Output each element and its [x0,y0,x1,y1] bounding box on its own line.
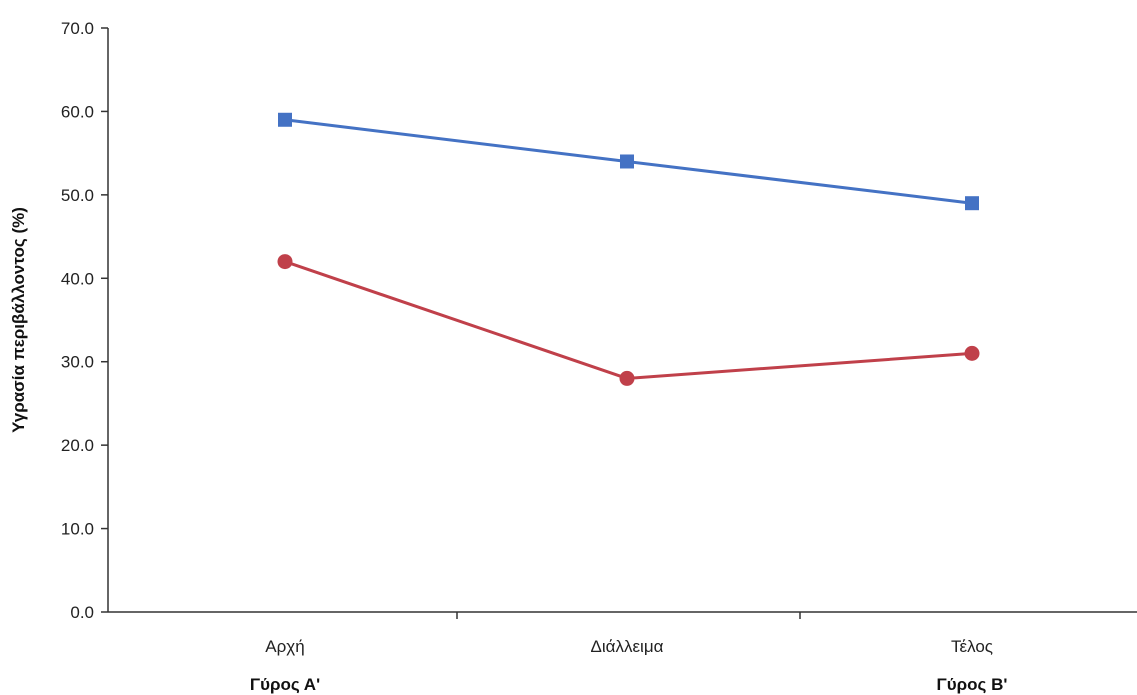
y-tick-label: 10.0 [61,520,94,539]
data-point [277,254,293,270]
series-1 [278,112,979,211]
y-tick-label: 0.0 [70,603,94,622]
data-point [619,370,635,386]
y-axis-title: Υγρασία περιβάλλοντος (%) [9,207,28,433]
x-ticks: Αρχή Γύρος Α' Διάλλειμα Τέλος Γύρος Β' [250,612,1008,694]
y-tick-label: 70.0 [61,19,94,38]
series-2 [277,254,980,386]
series-line [284,260,973,380]
data-point [964,345,980,361]
y-tick-label: 60.0 [61,102,94,121]
data-point [620,154,634,169]
x-category-label: Τέλος [951,637,993,656]
x-category-label: Διάλλειμα [591,637,664,656]
x-category-sublabel: Γύρος Α' [250,675,320,694]
data-point [278,112,292,127]
y-tick-label: 40.0 [61,269,94,288]
y-ticks: 0.0 10.0 20.0 30.0 40.0 50.0 60.0 70.0 [61,19,108,622]
x-category-label: Αρχή [265,637,304,656]
y-tick-label: 50.0 [61,186,94,205]
x-category-sublabel: Γύρος Β' [937,675,1008,694]
y-tick-label: 20.0 [61,436,94,455]
series-layer [277,112,980,386]
y-tick-label: 30.0 [61,353,94,372]
data-point [965,196,979,211]
